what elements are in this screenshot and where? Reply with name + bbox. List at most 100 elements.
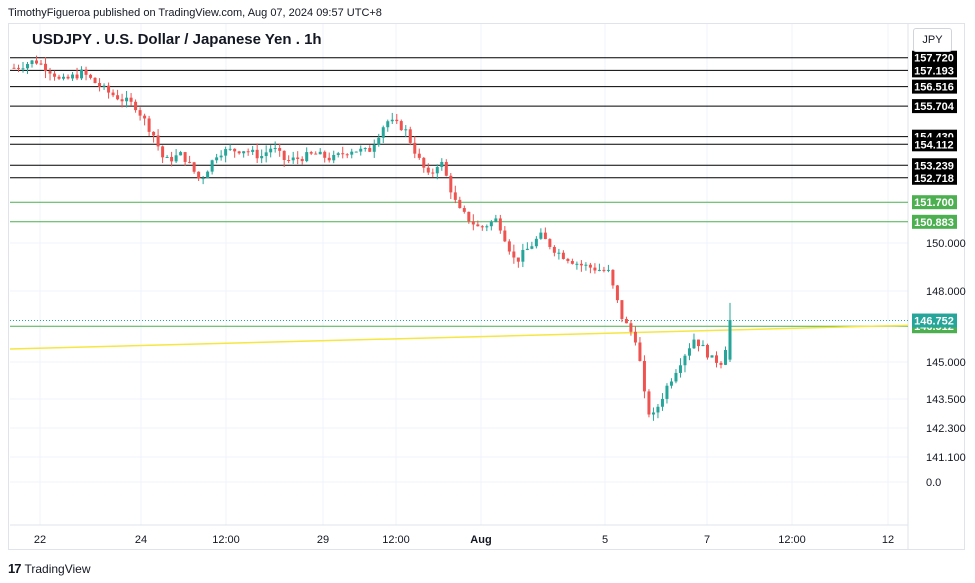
x-tick-2: 12:00 xyxy=(212,534,240,546)
candle-body-13 xyxy=(71,75,74,79)
candle-body-57 xyxy=(269,149,272,153)
candle-body-20 xyxy=(103,86,106,87)
candle-body-64 xyxy=(301,159,304,161)
x-tick-4: 12:00 xyxy=(382,534,410,546)
candle-body-124 xyxy=(571,261,574,264)
candle-body-109 xyxy=(503,231,506,242)
candle-body-65 xyxy=(305,152,308,161)
candle-body-96 xyxy=(445,162,448,176)
candle-body-104 xyxy=(481,226,484,227)
candle-body-43 xyxy=(206,172,209,178)
currency-button[interactable]: JPY xyxy=(913,28,952,52)
candle-body-82 xyxy=(382,127,385,138)
candle-body-73 xyxy=(341,153,344,154)
candle-body-111 xyxy=(512,252,515,258)
candle-body-92 xyxy=(427,168,430,173)
candle-body-147 xyxy=(674,373,677,382)
candle-body-25 xyxy=(125,98,128,102)
candle-body-89 xyxy=(413,143,416,154)
candle-body-23 xyxy=(116,95,119,99)
candle-body-50 xyxy=(238,151,241,153)
candle-body-21 xyxy=(107,86,110,93)
tradingview-brand: TradingView xyxy=(24,562,90,576)
last-candle-body xyxy=(729,321,732,360)
candle-body-100 xyxy=(463,208,466,212)
candle-body-102 xyxy=(472,221,475,224)
candle-body-112 xyxy=(517,258,520,262)
candle-body-3 xyxy=(26,64,29,68)
candle-body-26 xyxy=(130,98,133,102)
candle-body-42 xyxy=(202,178,205,179)
candle-body-143 xyxy=(656,407,659,413)
candle-body-133 xyxy=(611,270,614,286)
candle-body-27 xyxy=(134,102,137,110)
candle-body-54 xyxy=(256,150,259,158)
candle-body-7 xyxy=(44,64,47,71)
candle-body-31 xyxy=(152,132,155,136)
y-tick-1: 148.000 xyxy=(926,286,966,298)
candle-body-149 xyxy=(683,356,686,366)
candle-body-99 xyxy=(458,200,461,208)
level-label-6: 153.239 xyxy=(914,160,954,172)
level-label-7: 152.718 xyxy=(914,173,954,185)
candle-body-125 xyxy=(575,264,578,265)
candle-body-155 xyxy=(710,355,713,357)
candle-body-79 xyxy=(368,148,371,152)
candle-body-51 xyxy=(242,151,245,153)
candle-body-5 xyxy=(35,60,38,63)
candle-body-101 xyxy=(467,212,470,221)
candle-body-91 xyxy=(422,158,425,168)
candle-body-53 xyxy=(251,150,254,152)
candle-body-4 xyxy=(31,60,34,64)
tradingview-footer[interactable]: 17 TradingView xyxy=(8,561,91,576)
candle-body-123 xyxy=(566,259,569,261)
candle-body-48 xyxy=(229,149,232,150)
candle-body-131 xyxy=(602,270,605,271)
candle-body-119 xyxy=(548,239,551,247)
candle-body-114 xyxy=(526,249,529,250)
candle-body-11 xyxy=(62,77,65,79)
x-tick-7: 7 xyxy=(704,534,710,546)
y-tick-3: 143.500 xyxy=(926,394,966,406)
candle-body-93 xyxy=(431,173,434,174)
y-tick-6: 0.0 xyxy=(926,477,941,489)
candle-body-69 xyxy=(323,152,326,158)
grid xyxy=(10,24,908,549)
candle-body-29 xyxy=(143,116,146,119)
candle-body-84 xyxy=(391,120,394,122)
trendline-line xyxy=(10,325,908,349)
level-label-1: 157.193 xyxy=(914,65,954,77)
candle-body-58 xyxy=(274,148,277,149)
candle-body-132 xyxy=(607,270,610,271)
level-label-5: 154.112 xyxy=(914,139,953,151)
candle-body-148 xyxy=(679,365,682,373)
candle-body-98 xyxy=(454,192,457,200)
candle-body-1 xyxy=(17,68,20,69)
y-tick-0: 150.000 xyxy=(926,238,966,250)
candle-body-107 xyxy=(494,218,497,221)
y-tick-5: 141.100 xyxy=(926,452,966,464)
candle-body-141 xyxy=(647,391,650,414)
candle-body-152 xyxy=(697,340,700,347)
y-tick-2: 145.000 xyxy=(926,357,966,369)
candle-body-138 xyxy=(634,332,637,343)
candle-body-158 xyxy=(724,350,727,365)
candle-body-19 xyxy=(98,83,101,87)
candle-body-66 xyxy=(310,152,313,154)
x-tick-5: Aug xyxy=(470,534,491,546)
x-tick-1: 24 xyxy=(135,534,147,546)
candle-body-14 xyxy=(76,75,79,79)
candle-body-34 xyxy=(166,157,169,158)
candle-body-120 xyxy=(553,247,556,253)
candle-body-30 xyxy=(148,118,151,131)
candle-body-40 xyxy=(193,162,196,171)
candle-body-130 xyxy=(598,270,601,271)
candle-body-63 xyxy=(296,158,299,159)
horizontal-levels xyxy=(10,58,908,326)
candle-body-151 xyxy=(692,340,695,349)
candle-body-46 xyxy=(220,156,223,158)
candle-body-86 xyxy=(400,121,403,130)
candle-body-61 xyxy=(287,160,290,161)
candle-body-39 xyxy=(188,162,191,163)
